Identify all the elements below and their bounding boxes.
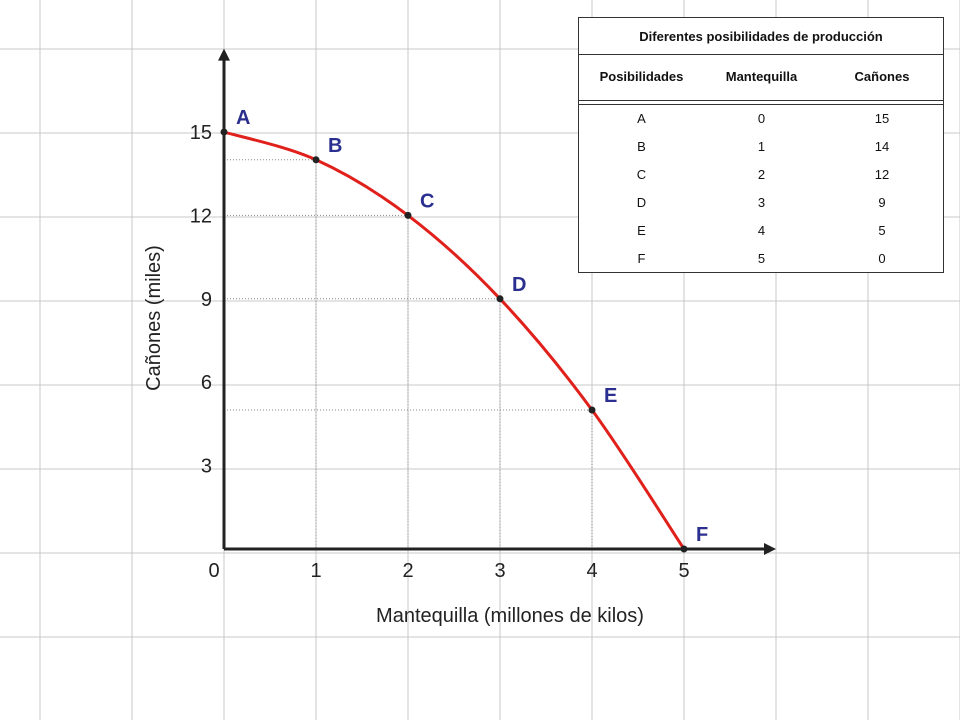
axes [218,48,776,555]
cell-canones: 14 [874,139,890,154]
cell-label: A [637,111,646,126]
table-row: F 5 0 [579,245,943,273]
header-mantequilla: Mantequilla [725,69,798,84]
cell-canones: 15 [874,111,890,126]
table-body: A 0 15 B 1 14 C 2 12 D 3 9 E 4 5 F 5 0 [579,104,943,275]
y-tick-label: 3 [201,456,212,478]
y-axis-title: Cañones (miles) [143,245,165,391]
x-tick-label: 5 [678,560,689,582]
x-tick-label: 1 [310,560,321,582]
data-point-a [220,128,228,136]
cell-canones: 0 [878,251,886,266]
x-axis-title: Mantequilla (millones de kilos) [376,605,644,627]
x-tick-label: 2 [402,560,413,582]
x-tick-label: 4 [586,560,597,582]
point-label-b: B [328,135,342,157]
cell-canones: 12 [874,167,890,182]
data-points [220,128,688,553]
x-axis-arrow-icon [764,543,776,555]
y-axis-arrow-icon [218,48,230,61]
table-header: Posibilidades Mantequilla Cañones [579,54,943,101]
cell-mantequilla: 0 [757,111,766,126]
y-tick-label: 15 [190,122,212,144]
cell-mantequilla: 2 [757,167,766,182]
cell-mantequilla: 5 [757,251,766,266]
production-table: Diferentes posibilidades de producción P… [578,17,944,273]
header-posibilidades: Posibilidades [599,69,684,84]
table-row: B 1 14 [579,133,943,161]
data-point-c [404,211,412,219]
x-tick-label: 3 [494,560,505,582]
y-tick-label: 6 [201,372,212,394]
point-label-c: C [420,190,434,212]
table-row: E 4 5 [579,217,943,245]
data-point-d [496,295,504,303]
cell-canones: 9 [878,195,886,210]
point-label-d: D [512,274,526,296]
cell-label: E [637,223,646,238]
y-tick-label: 9 [201,289,212,311]
y-tick-label: 12 [190,205,212,227]
cell-label: F [637,251,646,266]
cell-mantequilla: 1 [757,139,766,154]
table-row: C 2 12 [579,161,943,189]
point-label-a: A [236,107,250,129]
data-point-b [312,156,320,164]
cell-canones: 5 [878,223,886,238]
table-row: A 0 15 [579,105,943,133]
origin-label: 0 [208,560,219,582]
table-title: Diferentes posibilidades de producción [579,18,943,55]
cell-mantequilla: 3 [757,195,766,210]
cell-label: B [637,139,646,154]
point-label-e: E [604,385,617,407]
data-point-f [680,545,688,553]
cell-label: C [636,167,647,182]
guide-lines [224,159,593,549]
cell-label: D [636,195,647,210]
data-point-e [588,406,596,414]
point-label-f: F [696,524,708,546]
table-row: D 3 9 [579,189,943,217]
cell-mantequilla: 4 [757,223,766,238]
header-canones: Cañones [854,69,910,84]
